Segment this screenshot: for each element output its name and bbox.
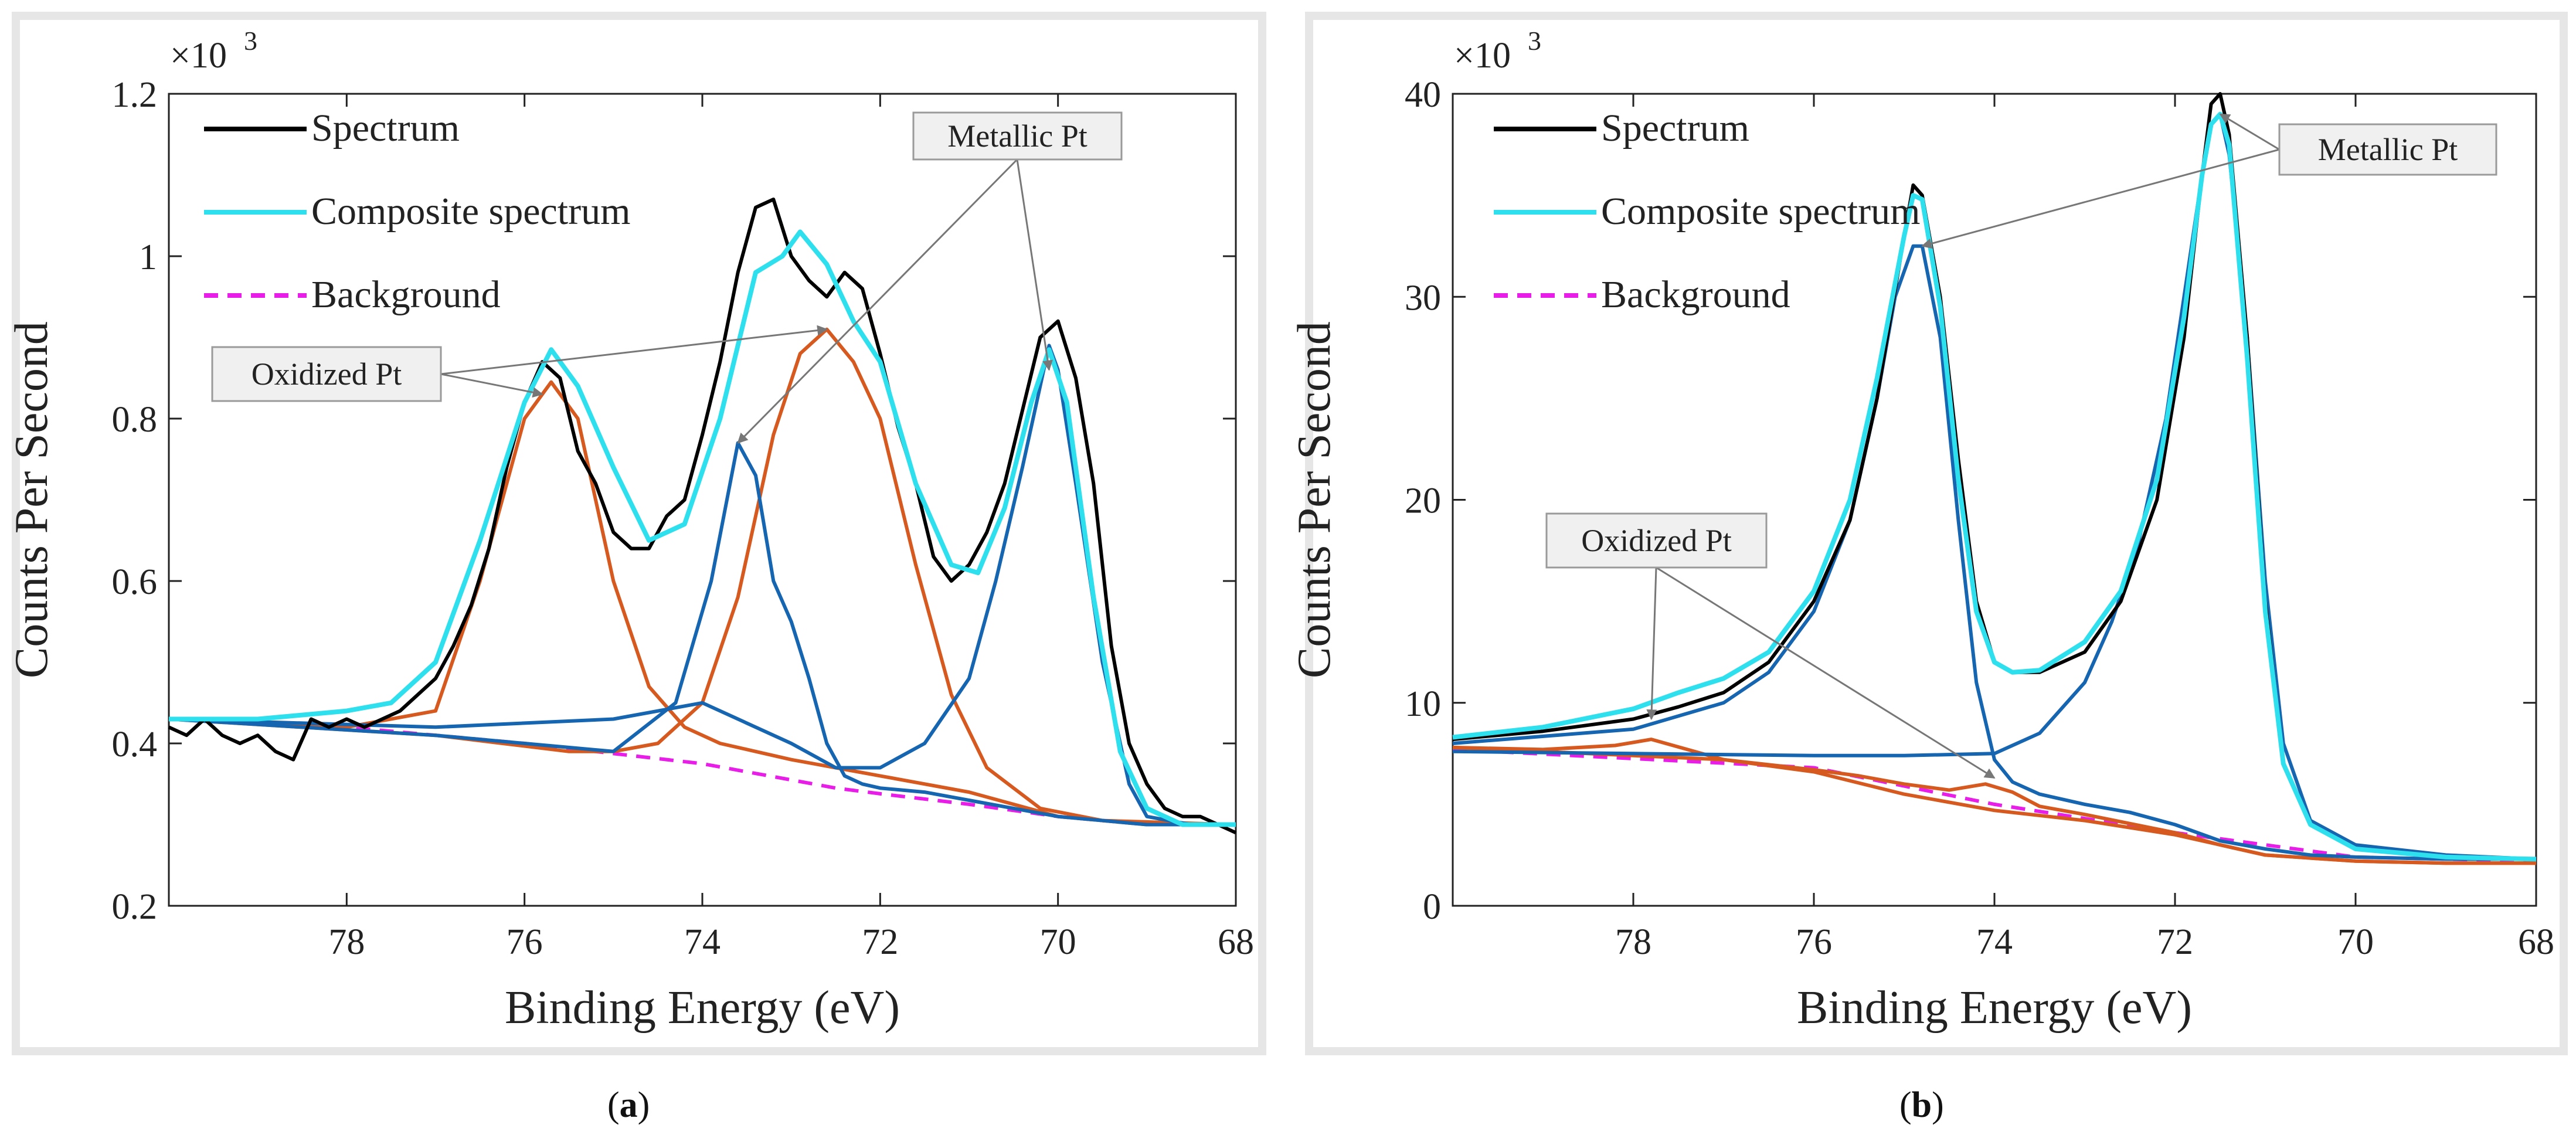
legend-label: Background xyxy=(1601,273,1790,316)
x-tick-label: 68 xyxy=(1218,922,1254,962)
x-tick-label: 76 xyxy=(1796,922,1832,962)
annotation-label: Oxidized Pt xyxy=(252,356,402,392)
series-composite-spectrum xyxy=(1452,111,2537,862)
annotation-box xyxy=(1545,512,1768,569)
annotation-arrow xyxy=(440,373,543,398)
annotation-arrow xyxy=(1921,148,2280,249)
annotation-arrow xyxy=(2219,113,2280,151)
y-axis-label: Counts Per Second xyxy=(6,321,57,678)
x-tick-label: 68 xyxy=(2518,922,2554,962)
x-tick-label: 74 xyxy=(1976,922,2013,962)
chart-a: 78 76 74 72 70 68 0.2 0.4 0.6 0.8 1 1.2 ×10 3 Binding … xyxy=(6,26,1254,1034)
x-tick-label: 70 xyxy=(2337,922,2374,962)
y-tick-label: 1.2 xyxy=(112,75,158,115)
annotation-arrow xyxy=(1016,159,1053,371)
series-spectrum xyxy=(168,198,1237,835)
y-multiplier-exponent: 3 xyxy=(244,26,257,56)
sublabel-b: (b) xyxy=(1899,1085,1944,1125)
y-multiplier-exponent: 3 xyxy=(1528,26,1541,56)
y-tick-label: 30 xyxy=(1405,278,1441,318)
x-tick-label: 74 xyxy=(684,922,721,962)
y-tick-label: 0 xyxy=(1423,887,1441,927)
plot-frame xyxy=(168,93,1237,907)
y-tick-label: 0.6 xyxy=(112,562,158,602)
annotation-box xyxy=(211,346,442,402)
y-tick-label: 0.2 xyxy=(112,887,158,927)
sublabel-b-letter: b xyxy=(1911,1085,1932,1125)
annotation-arrow xyxy=(440,325,828,375)
annotation-label: Metallic Pt xyxy=(947,118,1087,154)
legend-label: Spectrum xyxy=(1601,107,1749,150)
legend-label: Background xyxy=(311,273,501,316)
annotation-box xyxy=(2278,123,2497,176)
x-tick-label: 70 xyxy=(1040,922,1076,962)
series-composite-spectrum xyxy=(169,229,1236,827)
y-axis-label: Counts Per Second xyxy=(1289,321,1340,678)
annotation-label: Metallic Pt xyxy=(2318,132,2458,167)
annotation-box xyxy=(912,111,1123,161)
y-tick-label: 0.4 xyxy=(112,725,158,765)
annotation-arrow xyxy=(1646,567,1657,721)
y-tick-label: 10 xyxy=(1405,684,1441,724)
x-tick-label: 76 xyxy=(507,922,543,962)
legend-label: Spectrum xyxy=(311,107,460,150)
y-tick-label: 40 xyxy=(1405,75,1441,115)
x-tick-label: 78 xyxy=(1615,922,1651,962)
x-axis-label: Binding Energy (eV) xyxy=(505,982,900,1034)
sublabel-a-letter: a xyxy=(619,1085,638,1125)
annotation-arrow xyxy=(737,158,1018,444)
sublabel-a: (a) xyxy=(607,1085,650,1125)
x-axis-label: Binding Energy (eV) xyxy=(1797,982,2192,1034)
x-tick-label: 72 xyxy=(2157,922,2193,962)
x-tick-label: 78 xyxy=(328,922,365,962)
annotation-arrow xyxy=(1656,566,1996,779)
legend-label: Composite spectrum xyxy=(1601,190,1920,233)
x-tick-label: 72 xyxy=(862,922,898,962)
annotation-label: Oxidized Pt xyxy=(1581,523,1731,558)
series-oxidized-pt-2 xyxy=(1452,745,2536,865)
y-multiplier: ×10 xyxy=(1454,36,1511,76)
y-tick-label: 20 xyxy=(1405,481,1441,521)
series-metallic-pt-1 xyxy=(1452,244,2536,861)
y-multiplier: ×10 xyxy=(170,36,227,76)
y-tick-label: 1 xyxy=(139,237,157,277)
legend-label: Composite spectrum xyxy=(311,190,630,233)
chart-b: 78 76 74 72 70 68 0 10 20 30 40 ×10 3 Binding Energy … xyxy=(1289,26,2554,1034)
y-tick-label: 0.8 xyxy=(112,400,158,440)
series-metallic-pt-1 xyxy=(168,441,1236,827)
